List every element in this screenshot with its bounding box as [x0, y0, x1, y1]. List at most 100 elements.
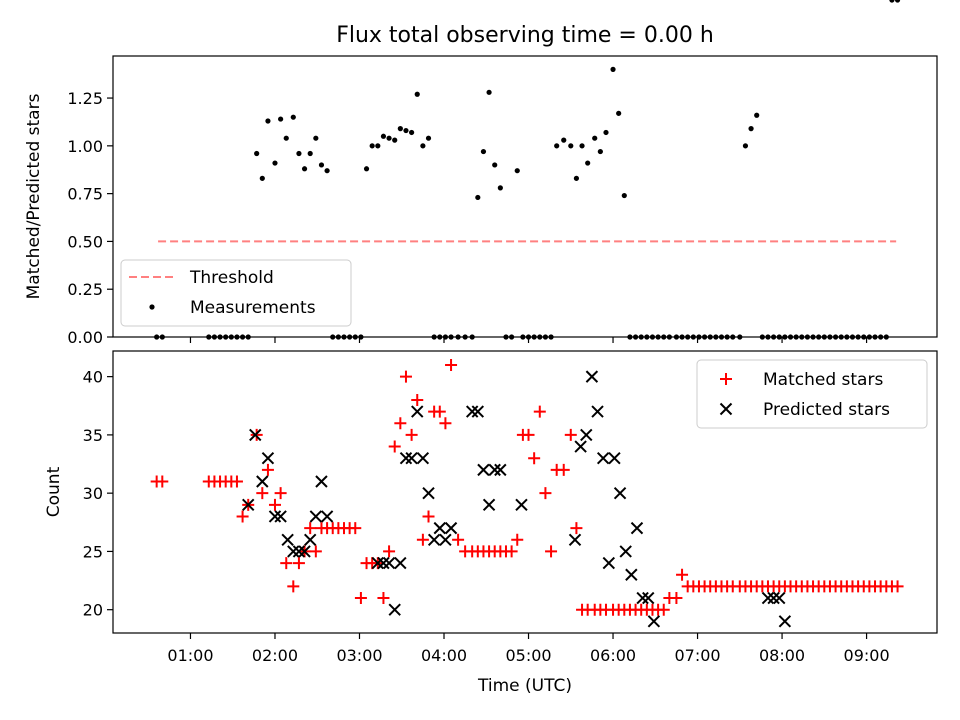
predicted-star-point: [303, 533, 317, 546]
measurement-point: [420, 143, 426, 149]
y-tick-label: 25: [83, 542, 103, 561]
matched-star-point: [309, 545, 322, 558]
predicted-star-point: [568, 533, 582, 546]
measurement-point: [610, 66, 616, 72]
predicted-star-point: [471, 405, 485, 418]
measurement-point: [296, 150, 302, 157]
measurement-point: [742, 143, 749, 149]
measurement-point: [278, 116, 284, 122]
predicted-star-point: [377, 556, 390, 570]
matched-star-point: [274, 487, 287, 500]
measurement-point: [486, 89, 492, 95]
matched-star-point: [230, 475, 243, 488]
predicted-star-point: [281, 533, 294, 546]
y-axis-label-count: Count: [44, 466, 64, 517]
measurement-point: [894, 0, 901, 3]
matched-star-point: [292, 557, 305, 570]
predicted-star-point: [591, 405, 604, 418]
matched-star-point: [522, 428, 535, 441]
predicted-star-point: [580, 428, 593, 442]
count-legend: Matched stars Predicted stars: [696, 359, 928, 429]
matched-star-point: [383, 545, 396, 558]
predicted-star-point: [388, 603, 401, 616]
measurement-point: [283, 135, 289, 141]
measurement-point: [585, 160, 591, 166]
measurement-point: [554, 143, 560, 149]
measurement-point: [380, 133, 387, 139]
ratio-legend: Threshold Measurements: [120, 259, 352, 327]
predicted-star-point: [596, 451, 610, 465]
predicted-star-point: [394, 556, 407, 570]
matched-star-point: [405, 428, 418, 441]
predicted-star-point: [515, 498, 528, 512]
measurement-point: [369, 143, 375, 149]
measurement-point: [397, 126, 403, 132]
predicted-star-point: [287, 545, 300, 558]
predicted-star-point: [630, 521, 644, 535]
y-tick-label: 30: [83, 484, 103, 503]
measurement-point: [561, 137, 567, 143]
legend-predicted-label: Predicted stars: [763, 400, 890, 420]
matched-star-point: [268, 498, 281, 511]
matched-star-point: [354, 592, 367, 605]
measurement-point: [313, 135, 319, 141]
y-tick-label: 1.25: [67, 89, 103, 108]
count-panel-frame: [112, 350, 938, 634]
predicted-star-point: [298, 545, 311, 558]
predicted-star-point: [761, 591, 775, 605]
x-tick-label: 02:00: [252, 646, 298, 665]
legend-measurement-label: Measurements: [190, 298, 316, 318]
measurement-point: [307, 150, 313, 157]
predicted-star-point: [482, 498, 496, 512]
predicted-star-point: [242, 498, 255, 512]
matched-star-point: [433, 405, 446, 418]
matched-star-point: [422, 510, 435, 523]
predicted-star-point: [773, 591, 786, 605]
matched-star-point: [445, 358, 458, 371]
matched-star-point: [256, 487, 269, 500]
predicted-star-point: [261, 451, 275, 465]
x-tick-label: 03:00: [336, 646, 382, 665]
matched-star-point: [411, 393, 424, 406]
predicted-star-point: [444, 521, 458, 535]
matched-star-point: [657, 603, 670, 616]
matched-star-point: [156, 475, 169, 488]
measurement-point: [414, 91, 420, 97]
matched-star-point: [545, 545, 558, 558]
measurement-point: [386, 135, 392, 141]
measurement-point: [318, 162, 325, 168]
measurement-point: [375, 143, 381, 149]
predicted-star-point: [465, 405, 479, 418]
predicted-star-point: [613, 486, 627, 500]
predicted-star-point: [767, 591, 780, 605]
legend-box: [120, 259, 352, 327]
matched-star-point: [891, 580, 904, 593]
measurement-point: [265, 118, 271, 124]
measurement-point: [497, 185, 503, 191]
y-tick-label: 0.75: [67, 185, 103, 204]
measurement-point: [259, 175, 265, 181]
predicted-star-point: [268, 510, 282, 523]
matched-star-point: [533, 405, 546, 418]
matched-star-point: [505, 545, 518, 558]
predicted-star-point: [411, 405, 424, 418]
measurement-point: [290, 114, 296, 120]
measurement-point: [514, 168, 520, 174]
matched-star-point: [416, 533, 429, 546]
matched-star-point: [511, 533, 524, 546]
y-axis-label-ratio: Matched/Predicted stars: [24, 93, 44, 299]
matched-star-point: [388, 440, 401, 453]
x-tick-label: 04:00: [421, 646, 467, 665]
matched-star-point: [557, 463, 570, 476]
y-tick-label: 40: [83, 368, 103, 387]
matched-star-point: [676, 568, 689, 581]
measurement-point: [409, 129, 415, 136]
measurement-point: [403, 127, 409, 134]
measurement-point: [480, 148, 487, 155]
y-tick-label: 0.25: [67, 280, 103, 299]
matched-star-point: [287, 580, 300, 593]
matched-star-point: [399, 370, 412, 383]
measurement-point: [425, 135, 432, 141]
